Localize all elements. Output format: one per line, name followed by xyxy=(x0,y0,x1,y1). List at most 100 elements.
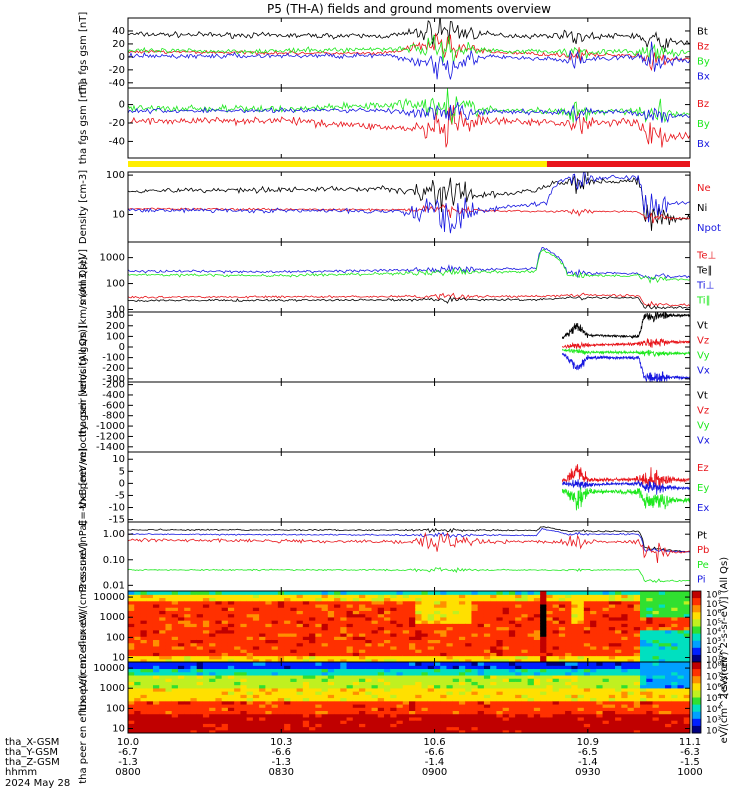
spectrogram-cell xyxy=(546,684,554,689)
spectrogram-cell xyxy=(508,678,516,682)
spectrogram-cell xyxy=(365,626,373,631)
series-line-Vt xyxy=(561,312,690,339)
spectrogram-cell xyxy=(146,700,154,705)
spectrogram-cell xyxy=(265,684,273,689)
spectrogram-cell xyxy=(159,671,167,676)
spectrogram-cell xyxy=(302,591,310,595)
spectrogram-cell xyxy=(140,671,148,676)
spectrogram-cell xyxy=(590,716,597,721)
spectrogram-cell xyxy=(152,623,160,628)
spectrogram-cell xyxy=(284,645,291,650)
spectrogram-cell xyxy=(646,700,654,705)
spectrogram-cell xyxy=(446,713,454,718)
spectrogram-cell xyxy=(171,616,179,621)
spectrogram-cell xyxy=(627,639,635,644)
spectrogram-cell xyxy=(252,607,260,611)
spectrogram-cell xyxy=(215,684,223,689)
spectrogram-cell xyxy=(184,716,192,721)
spectrogram-cell xyxy=(234,610,241,615)
spectrogram-cell xyxy=(671,662,679,666)
spectrogram-cell xyxy=(359,710,366,715)
spectrogram-cell xyxy=(134,691,142,695)
spectrogram-cell xyxy=(315,674,323,679)
spectrogram-cell xyxy=(633,600,641,605)
spectrogram-cell xyxy=(396,623,404,628)
spectrogram-cell xyxy=(221,665,229,670)
spectrogram-cell xyxy=(252,597,260,602)
spectrogram-cell xyxy=(215,726,223,731)
spectrogram-cell xyxy=(396,684,404,689)
spectrogram-cell xyxy=(565,597,572,602)
legend-entry: Npot xyxy=(697,223,721,234)
spectrogram-cell xyxy=(221,668,229,673)
spectrogram-cell xyxy=(496,674,504,679)
spectrogram-cell xyxy=(546,720,554,724)
spectrogram-cell xyxy=(471,729,479,733)
spectrogram-cell xyxy=(515,665,522,670)
spectrogram-cell xyxy=(321,707,329,712)
spectrogram-cell xyxy=(558,729,566,733)
spectrogram-cell xyxy=(327,697,335,702)
spectrogram-cell xyxy=(346,716,354,721)
spectrogram-cell xyxy=(359,616,366,621)
spectrogram-cell xyxy=(221,716,229,721)
spectrogram-cell xyxy=(152,597,160,602)
spectrogram-cell xyxy=(227,636,235,641)
spectrogram-cell xyxy=(583,681,591,686)
spectrogram-cell xyxy=(302,681,310,686)
spectrogram-cell xyxy=(215,720,223,724)
spectrogram-cell xyxy=(646,626,654,631)
spectrogram-cell xyxy=(627,723,635,728)
spectrogram-cell xyxy=(209,594,217,599)
spectrogram-cell xyxy=(271,681,279,686)
spectrogram-cell xyxy=(640,716,647,721)
spectrogram-cell xyxy=(259,626,266,631)
spectrogram-cell xyxy=(284,710,291,715)
spectrogram-cell xyxy=(234,645,241,650)
spectrogram-cell xyxy=(196,678,204,682)
spectrogram-cell xyxy=(146,723,154,728)
spectrogram-cell xyxy=(583,713,591,718)
spectrogram-cell xyxy=(502,613,510,618)
spectrogram-cell xyxy=(215,610,223,615)
spectrogram-cell xyxy=(271,655,279,660)
spectrogram-cell xyxy=(277,626,285,631)
spectrogram-cell xyxy=(427,720,435,724)
spectrogram-cell xyxy=(558,655,566,660)
spectrogram-cell xyxy=(452,603,460,608)
spectrogram-cell xyxy=(440,691,448,695)
spectrogram-cell xyxy=(296,703,304,708)
spectrogram-cell xyxy=(190,703,198,708)
spectrogram-cell xyxy=(558,626,566,631)
spectrogram-cell xyxy=(415,632,423,637)
spectrogram-cell xyxy=(527,591,535,595)
spectrogram-cell xyxy=(633,720,641,724)
spectrogram-cell xyxy=(340,710,348,715)
spectrogram-cell xyxy=(246,691,254,695)
spectrogram-cell xyxy=(552,600,560,605)
spectrogram-cell xyxy=(496,620,504,624)
spectrogram-cell xyxy=(571,655,579,660)
spectrogram-cell xyxy=(134,678,142,682)
spectrogram-cell xyxy=(602,632,610,637)
y-tick-label: -20 xyxy=(109,65,125,76)
colorbar-tick-label: 10⁷ xyxy=(706,672,721,682)
spectrogram-cell xyxy=(608,629,616,634)
spectrogram-cell xyxy=(246,623,254,628)
spectrogram-cell xyxy=(177,723,185,728)
spectrogram-cell xyxy=(202,632,210,637)
spectrogram-cell xyxy=(352,616,360,621)
spectrogram-cell xyxy=(515,691,522,695)
spectrogram-cell xyxy=(602,694,610,699)
spectrogram-cell xyxy=(209,662,217,666)
spectrogram-cell xyxy=(159,594,167,599)
y-tick-label: 10 xyxy=(112,724,125,735)
spectrogram-cell xyxy=(652,729,660,733)
spectrogram-cell xyxy=(296,668,304,673)
spectrogram-cell xyxy=(427,723,435,728)
spectrogram-cell xyxy=(683,703,690,708)
spectrogram-cell xyxy=(209,726,217,731)
spectrogram-cell xyxy=(446,658,454,662)
spectrogram-cell xyxy=(202,716,210,721)
spectrogram-cell xyxy=(240,613,248,618)
